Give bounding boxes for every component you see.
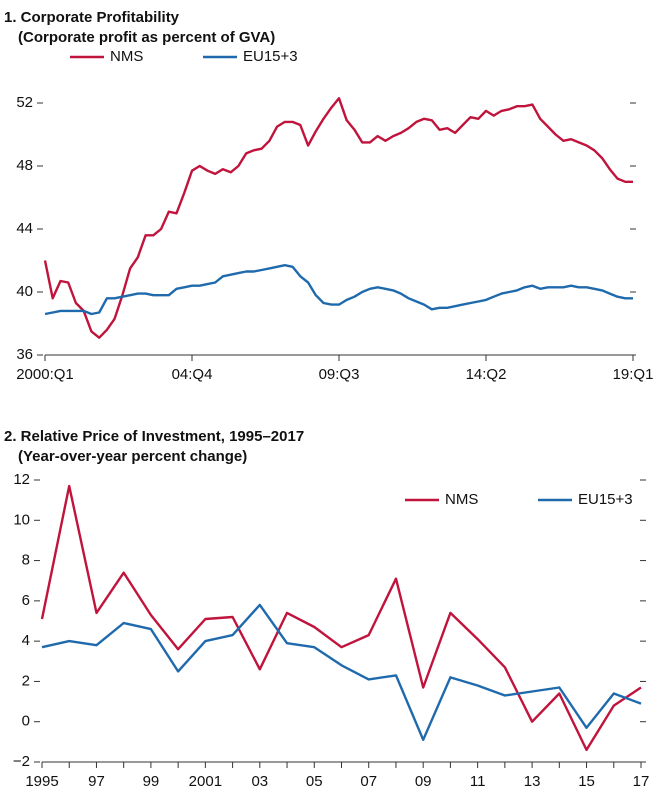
y-tick-label: 12 [13,471,30,488]
legend-label: EU15+3 [578,491,633,508]
y-tick-label: 0 [22,713,30,730]
x-tick-label: 2000:Q1 [16,366,74,383]
x-tick-label: 97 [88,773,105,790]
y-tick-label: 36 [16,346,33,363]
y-tick-label: 52 [16,94,33,111]
chart-title: 2. Relative Price of Investment, 1995–20… [4,428,304,445]
legend-label: EU15+3 [243,48,298,65]
x-tick-label: 07 [360,773,377,790]
chart-title: 1. Corporate Profitability [4,9,180,26]
x-tick-label: 13 [524,773,541,790]
x-tick-label: 99 [143,773,160,790]
chart-subtitle: (Corporate profit as percent of GVA) [18,29,275,46]
data-line [44,264,633,316]
x-tick-label: 17 [633,773,650,790]
y-tick-label: 8 [22,552,30,569]
y-tick-label: 4 [22,632,30,649]
x-tick-label: 1995 [25,773,58,790]
x-tick-label: 14:Q2 [466,366,507,383]
x-tick-label: 04:Q4 [172,366,213,383]
x-tick-label: 05 [306,773,323,790]
y-tick-label: 2 [22,672,30,689]
y-tick-label: 6 [22,592,30,609]
x-tick-label: 15 [578,773,595,790]
y-tick-label: 44 [16,220,33,237]
y-tick-label: 48 [16,157,33,174]
x-tick-label: 2001 [189,773,222,790]
x-tick-label: 09:Q3 [319,366,360,383]
data-line [40,484,642,752]
legend-label: NMS [445,491,478,508]
legend-label: NMS [110,48,143,65]
chart-subtitle: (Year-over-year percent change) [18,448,247,465]
x-tick-label: 09 [415,773,432,790]
y-tick-label: −2 [13,753,30,770]
x-tick-label: 03 [251,773,268,790]
y-tick-label: 40 [16,283,33,300]
x-tick-label: 11 [470,773,486,790]
data-line [41,603,642,741]
y-tick-label: 10 [13,511,30,528]
data-line [43,97,633,339]
x-tick-label: 19:Q1 [613,366,654,383]
